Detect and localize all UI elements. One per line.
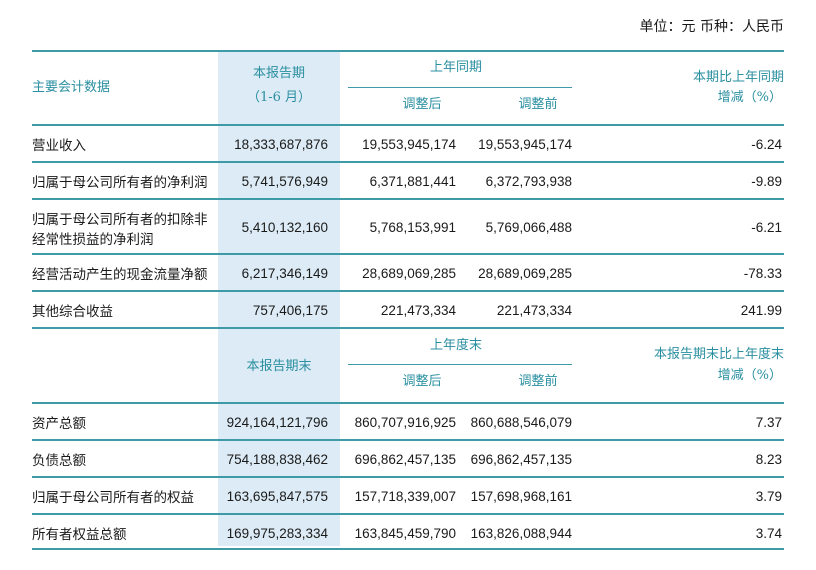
row-divider (32, 198, 784, 200)
row-adjusted-value: 163,845,459,790 (354, 525, 456, 541)
row-adjusted-value: 860,707,916,925 (354, 414, 456, 430)
row-divider (32, 476, 784, 478)
row-adjusted-value: 221,473,334 (380, 302, 456, 318)
header-change-percent: 增减（%） (717, 90, 782, 105)
financial-data-table: 主要会计数据 本报告期 （1-6 月） 上年同期 调整后 调整前 本期比上年同期… (32, 50, 784, 550)
table-top-rule (32, 50, 784, 52)
table-row: 其他综合收益 757,406,175 221,473,334 221,473,3… (32, 292, 784, 328)
row-divider (32, 253, 784, 255)
row-adjusted-value: 6,371,881,441 (369, 173, 456, 189)
row-label: 其他综合收益 (32, 304, 113, 320)
row-label: 资产总额 (32, 416, 86, 432)
table-row: 资产总额 924,164,121,796 860,707,916,925 860… (32, 404, 784, 440)
header-adjusted: 调整后 (402, 97, 442, 112)
header-bottom-rule (32, 124, 784, 126)
row-label: 归属于母公司所有者的权益 (32, 490, 194, 506)
row-current-value: 754,188,838,462 (226, 451, 328, 467)
header-same-period-last-year: 上年同期 (429, 60, 482, 75)
header-last-year-end: 上年度末 (429, 338, 482, 353)
row-change-value: -78.33 (743, 265, 782, 281)
header-current-period: 本报告期 (252, 66, 305, 81)
unit-currency-line: 单位：元 币种：人民币 (639, 19, 784, 35)
header-period-end: 本报告期末 (246, 359, 312, 374)
header-bottom-rule (32, 402, 784, 404)
row-label-continued: 经常性损益的净利润 (32, 232, 154, 248)
row-adjusted-value: 696,862,457,135 (354, 451, 456, 467)
table-row: 归属于母公司所有者的权益 163,695,847,575 157,718,339… (32, 478, 784, 514)
current-period-highlight-column (218, 50, 340, 546)
row-change-value: -6.24 (751, 136, 782, 152)
row-divider (32, 439, 784, 441)
row-current-value: 924,164,121,796 (226, 414, 328, 430)
table-row: 经营活动产生的现金流量净额 6,217,346,149 28,689,069,2… (32, 255, 784, 291)
header-main-accounting-data: 主要会计数据 (32, 80, 111, 95)
header-before-adjustment: 调整前 (518, 374, 558, 389)
row-before-value: 5,769,066,488 (485, 219, 572, 235)
header-group-underline (348, 87, 572, 88)
row-label: 归属于母公司所有者的净利润 (32, 175, 208, 191)
table-row: 归属于母公司所有者的净利润 5,741,576,949 6,371,881,44… (32, 163, 784, 199)
row-current-value: 18,333,687,876 (234, 136, 328, 152)
row-current-value: 163,695,847,575 (226, 488, 328, 504)
row-current-value: 5,741,576,949 (241, 173, 328, 189)
row-adjusted-value: 19,553,945,174 (362, 136, 456, 152)
row-change-value: 8.23 (755, 451, 782, 467)
section-divider (32, 327, 784, 329)
row-change-value: 7.37 (755, 414, 782, 430)
row-label: 营业收入 (32, 138, 86, 154)
row-label: 负债总额 (32, 453, 86, 469)
row-divider (32, 161, 784, 163)
table-bottom-rule (32, 548, 784, 550)
row-change-value: 3.79 (755, 488, 782, 504)
row-label: 经营活动产生的现金流量净额 (32, 267, 208, 283)
header-adjusted: 调整后 (402, 374, 442, 389)
row-before-value: 28,689,069,285 (478, 265, 572, 281)
table-row: 所有者权益总额 169,975,283,334 163,845,459,790 … (32, 515, 784, 551)
row-divider (32, 290, 784, 292)
header-period-end-change: 本报告期末比上年度末 (653, 347, 784, 362)
row-before-value: 221,473,334 (496, 302, 572, 318)
row-adjusted-value: 157,718,339,007 (354, 488, 456, 504)
row-before-value: 696,862,457,135 (470, 451, 572, 467)
row-label: 所有者权益总额 (32, 527, 127, 543)
header-before-adjustment: 调整前 (518, 97, 558, 112)
row-change-value: -6.21 (751, 219, 782, 235)
row-before-value: 163,826,088,944 (470, 525, 572, 541)
row-divider (32, 513, 784, 515)
header-current-period-months: （1-6 月） (246, 90, 312, 105)
header-group-underline (348, 364, 572, 365)
row-before-value: 19,553,945,174 (478, 136, 572, 152)
row-before-value: 157,698,968,161 (470, 488, 572, 504)
row-current-value: 6,217,346,149 (241, 265, 328, 281)
row-before-value: 860,688,546,079 (470, 414, 572, 430)
row-before-value: 6,372,793,938 (485, 173, 572, 189)
row-label: 归属于母公司所有者的扣除非 (32, 212, 208, 228)
header-change-percent: 增减（%） (717, 368, 782, 383)
row-change-value: 241.99 (740, 302, 782, 318)
row-current-value: 5,410,132,160 (241, 219, 328, 235)
row-adjusted-value: 5,768,153,991 (369, 219, 456, 235)
table-row: 负债总额 754,188,838,462 696,862,457,135 696… (32, 441, 784, 477)
table-row: 营业收入 18,333,687,876 19,553,945,174 19,55… (32, 126, 784, 162)
row-current-value: 169,975,283,334 (226, 525, 328, 541)
row-current-value: 757,406,175 (252, 302, 328, 318)
row-change-value: -9.89 (751, 173, 782, 189)
table-row: 归属于母公司所有者的扣除非 经常性损益的净利润 5,410,132,160 5,… (32, 200, 784, 254)
row-change-value: 3.74 (755, 525, 782, 541)
row-adjusted-value: 28,689,069,285 (362, 265, 456, 281)
header-yoy-change: 本期比上年同期 (692, 70, 784, 85)
